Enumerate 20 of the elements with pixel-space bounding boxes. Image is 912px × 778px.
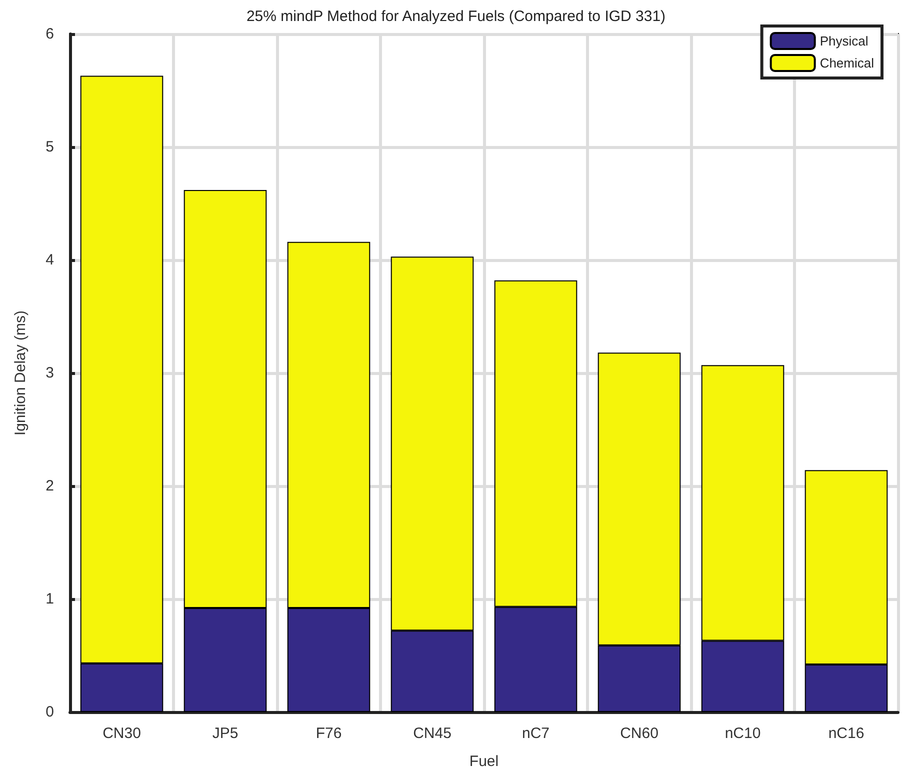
y-tick-label: 5 <box>46 138 54 156</box>
y-tick-label: 1 <box>46 590 54 608</box>
y-tick-label: 6 <box>46 26 54 42</box>
x-tick-label: F76 <box>316 725 342 742</box>
y-tick-label: 3 <box>46 364 54 382</box>
x-tick-label: CN60 <box>620 725 658 742</box>
x-tick-label: CN45 <box>413 725 452 742</box>
y-tick-label: 0 <box>46 704 54 720</box>
x-tick-label: nC10 <box>724 725 761 742</box>
legend-label: Chemical <box>820 56 874 70</box>
y-axis-title: Ignition Delay (ms) <box>12 310 29 436</box>
y-tick-label: 2 <box>46 478 54 494</box>
chart-title: 25% mindP Method for Analyzed Fuels (Compared to IGD 331) <box>246 8 666 25</box>
y-tick-label: 4 <box>46 252 54 268</box>
legend-label: Physical <box>820 34 868 48</box>
x-tick-label: JP5 <box>212 725 238 742</box>
x-tick-label: CN30 <box>102 725 141 742</box>
x-tick-label: nC7 <box>522 725 550 742</box>
x-axis-title: Fuel <box>469 753 499 770</box>
x-tick-label: nC16 <box>828 725 864 742</box>
